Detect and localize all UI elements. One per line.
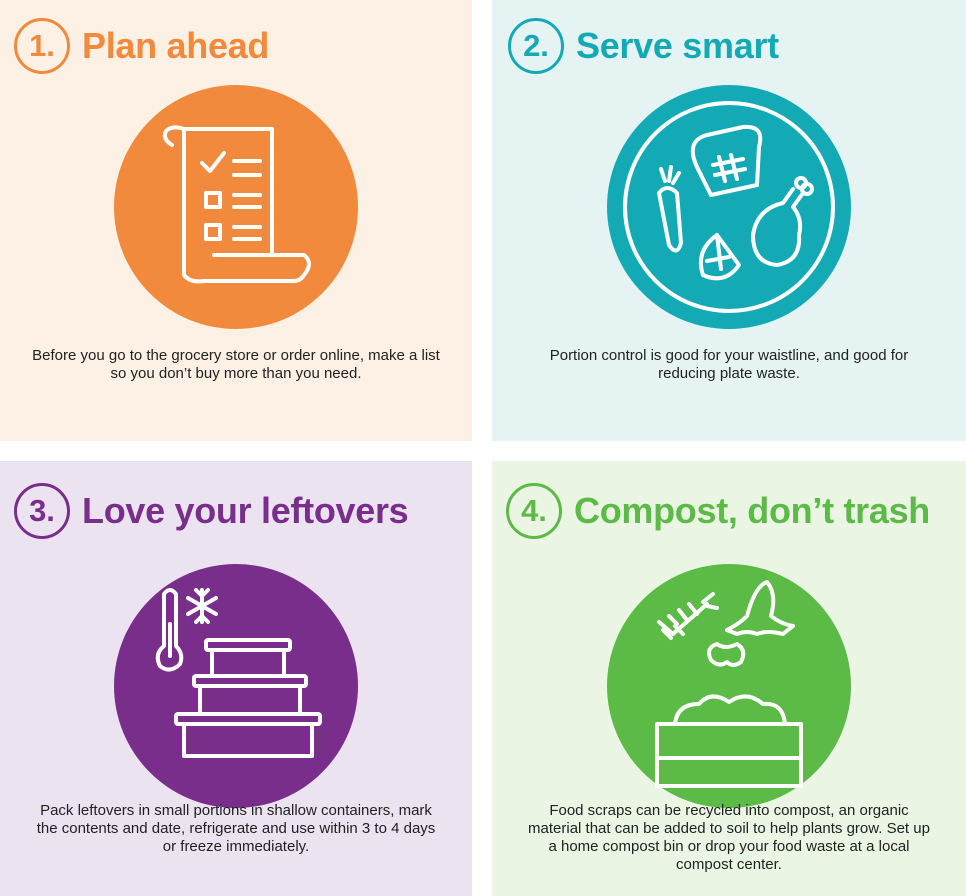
step-title: Plan ahead <box>82 25 270 66</box>
step-heading: 1. Plan ahead <box>14 18 269 74</box>
compost-bin-icon <box>607 564 851 808</box>
step-card-plan-ahead: 1. Plan ahead Before you go to the groce… <box>0 0 472 441</box>
step-description: Before you go to the grocery store or or… <box>32 347 440 382</box>
step-card-compost: 4. Compost, don’t trash Food scraps can … <box>492 461 966 896</box>
step-title: Love your leftovers <box>82 490 409 531</box>
step-heading: 3. Love your leftovers <box>14 483 409 539</box>
step-card-love-your-leftovers: 3. Love your leftovers Pack leftovers in… <box>0 461 472 896</box>
step-description: Portion control is good for your waistli… <box>549 347 909 382</box>
plate-of-food-icon <box>607 85 851 329</box>
step-title: Compost, don’t trash <box>574 490 930 531</box>
step-number: 4. <box>506 483 562 539</box>
step-number: 3. <box>14 483 70 539</box>
checklist-scroll-icon <box>114 85 358 329</box>
step-number: 1. <box>14 18 70 74</box>
step-heading: 2. Serve smart <box>508 18 779 74</box>
step-description: Food scraps can be recycled into compost… <box>528 802 930 873</box>
step-description: Pack leftovers in small portions in shal… <box>36 802 436 855</box>
stacked-containers-icon <box>114 564 358 808</box>
step-number: 2. <box>508 18 564 74</box>
step-heading: 4. Compost, don’t trash <box>506 483 930 539</box>
step-card-serve-smart: 2. Serve smart Portion control is good f… <box>492 0 966 441</box>
step-title: Serve smart <box>576 25 779 66</box>
